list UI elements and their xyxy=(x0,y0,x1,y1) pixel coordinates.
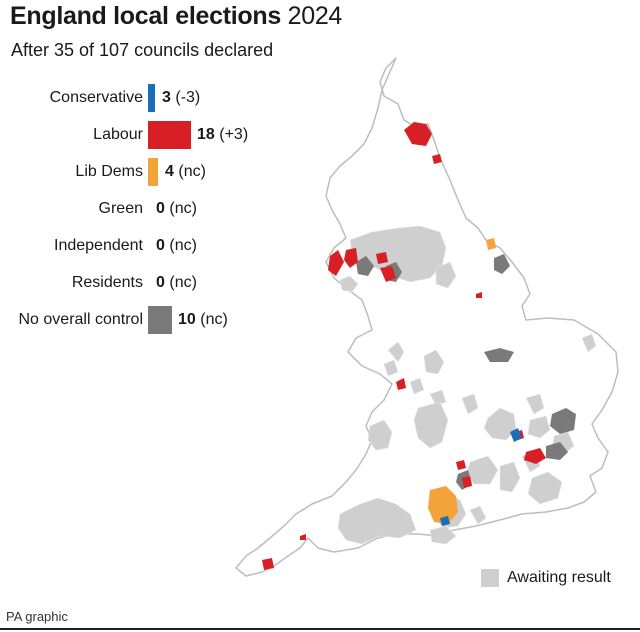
party-value: 0 (nc) xyxy=(156,274,197,291)
party-row-labour: Labour 18 (+3) xyxy=(0,120,330,150)
title-main: England local elections xyxy=(10,2,281,30)
party-bar xyxy=(148,306,172,334)
awaiting-label: Awaiting result xyxy=(507,569,611,586)
party-label: Independent xyxy=(54,237,143,254)
credit: PA graphic xyxy=(6,609,68,624)
party-label: Lib Dems xyxy=(75,163,143,180)
party-value: 4 (nc) xyxy=(165,163,206,180)
party-label: Labour xyxy=(93,126,143,143)
party-bar xyxy=(148,121,191,149)
party-value: 18 (+3) xyxy=(197,126,249,143)
party-label: Green xyxy=(98,200,143,217)
party-value: 3 (-3) xyxy=(162,89,201,106)
party-value: 0 (nc) xyxy=(156,200,197,217)
party-row-residents: Residents 0 (nc) xyxy=(0,268,330,298)
party-row-conservative: Conservative 3 (-3) xyxy=(0,83,330,113)
libdem-regions xyxy=(428,238,496,524)
party-label: Conservative xyxy=(49,89,143,106)
party-row-noc: No overall control 10 (nc) xyxy=(0,305,330,335)
party-label: Residents xyxy=(71,274,143,291)
party-row-green: Green 0 (nc) xyxy=(0,194,330,224)
party-value: 0 (nc) xyxy=(156,237,197,254)
conservative-regions xyxy=(440,428,522,526)
labour-regions xyxy=(262,122,546,570)
party-bar xyxy=(148,158,158,186)
party-row-libdems: Lib Dems 4 (nc) xyxy=(0,157,330,187)
awaiting-regions xyxy=(337,225,597,545)
party-bar xyxy=(148,84,155,112)
party-row-independent: Independent 0 (nc) xyxy=(0,231,330,261)
page-title: England local elections 2024 xyxy=(10,2,342,31)
bottom-rule xyxy=(0,628,640,630)
subtitle: After 35 of 107 councils declared xyxy=(11,40,274,60)
party-label: No overall control xyxy=(18,311,144,328)
title-year: 2024 xyxy=(287,2,343,30)
awaiting-swatch xyxy=(481,569,499,587)
party-value: 10 (nc) xyxy=(178,311,228,328)
map-key: Awaiting result xyxy=(481,569,611,587)
